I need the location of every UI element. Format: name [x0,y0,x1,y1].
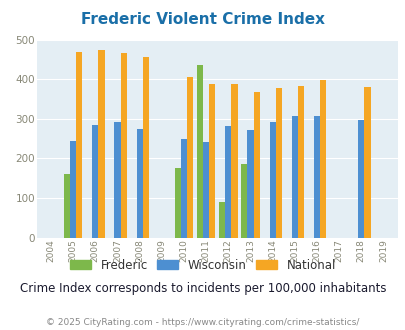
Text: © 2025 CityRating.com - https://www.cityrating.com/crime-statistics/: © 2025 CityRating.com - https://www.city… [46,318,359,327]
Bar [187,77,193,238]
Bar [76,52,82,238]
Bar [98,50,104,238]
Bar [291,116,297,238]
Bar [136,129,143,238]
Bar [297,86,303,238]
Bar [174,168,180,238]
Bar [120,53,126,238]
Text: Frederic Violent Crime Index: Frederic Violent Crime Index [81,12,324,26]
Legend: Frederic, Wisconsin, National: Frederic, Wisconsin, National [66,255,339,275]
Bar [114,122,120,238]
Bar [218,202,225,238]
Bar [143,57,149,238]
Text: Crime Index corresponds to incidents per 100,000 inhabitants: Crime Index corresponds to incidents per… [20,282,385,295]
Bar [92,125,98,238]
Bar [209,84,215,238]
Bar [180,139,187,238]
Bar [247,130,253,238]
Bar [313,116,319,238]
Bar [196,65,202,238]
Bar [202,142,209,238]
Bar [275,88,281,238]
Bar [269,122,275,238]
Bar [241,164,247,238]
Bar [231,84,237,238]
Bar [64,174,70,238]
Bar [253,92,259,238]
Bar [225,126,231,238]
Bar [319,81,326,238]
Bar [364,87,370,238]
Bar [70,141,76,238]
Bar [357,120,364,238]
